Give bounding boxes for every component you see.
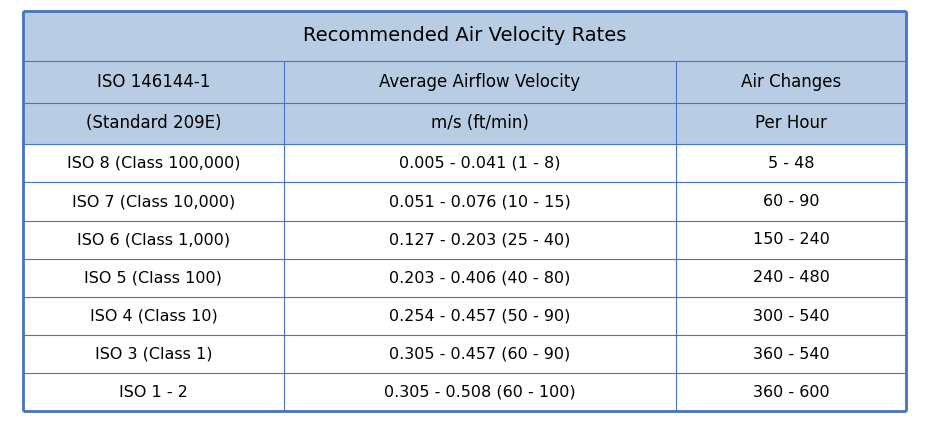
Bar [23, 297, 283, 335]
Bar [676, 103, 905, 144]
Bar [283, 259, 676, 297]
Text: ISO 1 - 2: ISO 1 - 2 [119, 385, 187, 400]
Bar [283, 335, 676, 373]
Text: ISO 3 (Class 1): ISO 3 (Class 1) [95, 347, 212, 362]
Text: 60 - 90: 60 - 90 [762, 194, 818, 209]
Bar [23, 182, 283, 221]
Text: 0.127 - 0.203 (25 - 40): 0.127 - 0.203 (25 - 40) [389, 232, 570, 247]
Text: 360 - 540: 360 - 540 [752, 347, 829, 362]
Text: ISO 8 (Class 100,000): ISO 8 (Class 100,000) [67, 156, 240, 171]
Bar [676, 221, 905, 259]
Bar [283, 297, 676, 335]
Bar [283, 61, 676, 103]
Text: 0.305 - 0.457 (60 - 90): 0.305 - 0.457 (60 - 90) [389, 347, 570, 362]
Text: 150 - 240: 150 - 240 [752, 232, 829, 247]
Text: ISO 6 (Class 1,000): ISO 6 (Class 1,000) [77, 232, 230, 247]
Bar [283, 221, 676, 259]
Text: (Standard 209E): (Standard 209E) [85, 114, 221, 133]
Bar [283, 144, 676, 182]
Bar [23, 373, 283, 411]
Bar [23, 144, 283, 182]
Text: Per Hour: Per Hour [754, 114, 826, 133]
Bar [676, 259, 905, 297]
Bar [676, 61, 905, 103]
Bar [23, 103, 283, 144]
Bar [23, 221, 283, 259]
Text: 0.203 - 0.406 (40 - 80): 0.203 - 0.406 (40 - 80) [389, 271, 570, 285]
Text: ISO 4 (Class 10): ISO 4 (Class 10) [89, 308, 217, 324]
Text: ISO 7 (Class 10,000): ISO 7 (Class 10,000) [71, 194, 235, 209]
Bar [23, 61, 283, 103]
Bar [23, 11, 905, 61]
Text: 240 - 480: 240 - 480 [752, 271, 829, 285]
Bar [23, 335, 283, 373]
Text: 0.254 - 0.457 (50 - 90): 0.254 - 0.457 (50 - 90) [389, 308, 570, 324]
Bar [283, 103, 676, 144]
Bar [676, 144, 905, 182]
Bar [676, 182, 905, 221]
Text: Recommended Air Velocity Rates: Recommended Air Velocity Rates [303, 26, 625, 45]
Text: 5 - 48: 5 - 48 [767, 156, 814, 171]
Text: 0.005 - 0.041 (1 - 8): 0.005 - 0.041 (1 - 8) [399, 156, 561, 171]
Bar [676, 297, 905, 335]
Text: 300 - 540: 300 - 540 [752, 308, 829, 324]
Bar [23, 259, 283, 297]
Bar [676, 373, 905, 411]
Bar [283, 373, 676, 411]
Text: 0.051 - 0.076 (10 - 15): 0.051 - 0.076 (10 - 15) [389, 194, 570, 209]
Text: 0.305 - 0.508 (60 - 100): 0.305 - 0.508 (60 - 100) [383, 385, 575, 400]
Text: ISO 5 (Class 100): ISO 5 (Class 100) [84, 271, 222, 285]
Text: m/s (ft/min): m/s (ft/min) [431, 114, 528, 133]
Text: Air Changes: Air Changes [741, 73, 840, 91]
Text: 360 - 600: 360 - 600 [752, 385, 829, 400]
Bar [676, 335, 905, 373]
Bar [283, 182, 676, 221]
Text: Average Airflow Velocity: Average Airflow Velocity [379, 73, 580, 91]
Text: ISO 146144-1: ISO 146144-1 [97, 73, 210, 91]
